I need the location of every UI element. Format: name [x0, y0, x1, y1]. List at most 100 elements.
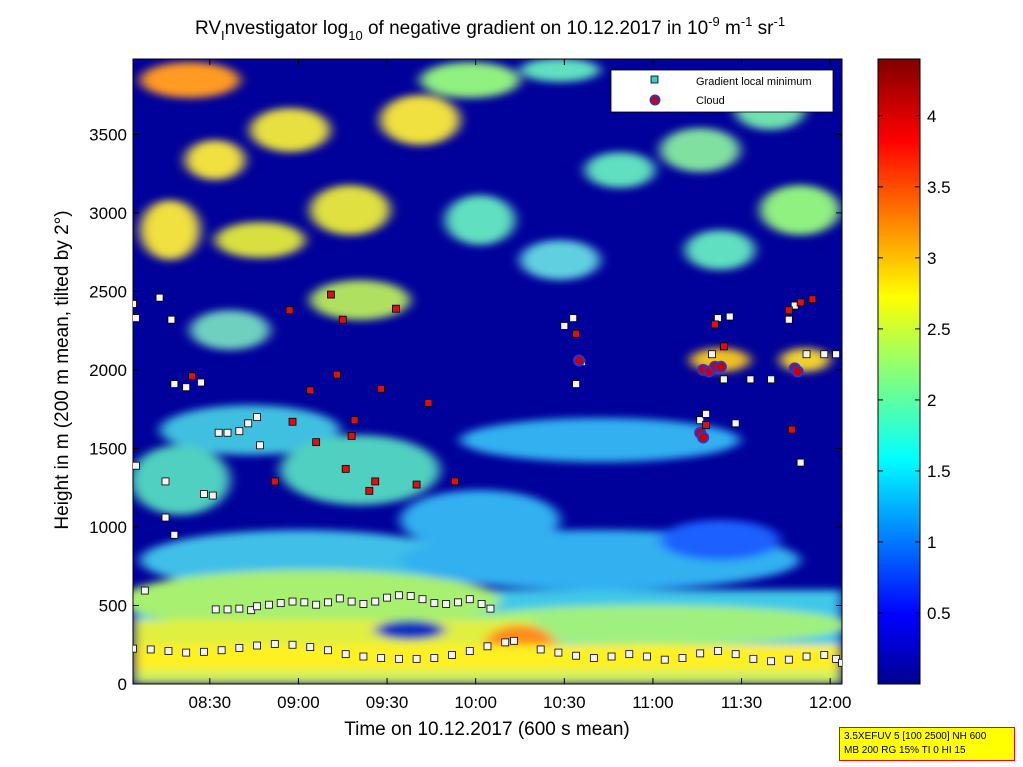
gradient-min-point	[486, 604, 495, 613]
gradient-min-point	[430, 654, 439, 662]
gradient-min-point	[820, 350, 829, 359]
gradient-min-point	[377, 654, 386, 662]
colorbar-tick-label: 1	[927, 533, 936, 552]
gradient-min-point	[211, 605, 220, 614]
legend: Gradient local minimum Cloud	[610, 69, 834, 113]
y-axis-label: Height in m (200 m mean, tilted by 2°)	[52, 210, 73, 529]
gradient-min-point	[247, 606, 256, 615]
gradient-min-point	[182, 383, 191, 392]
gradient-min-point	[199, 647, 208, 656]
gradient-min-point	[371, 597, 380, 606]
gradient-layer-point	[288, 417, 297, 426]
gradient-min-point	[164, 647, 173, 655]
gradient-min-point	[335, 594, 344, 603]
gradient-layer-point	[285, 306, 294, 315]
colorbar-tick-label: 3.5	[927, 178, 951, 197]
gradient-layer-point	[784, 306, 793, 315]
gradient-min-point	[784, 655, 793, 664]
gradient-min-point	[767, 375, 775, 384]
x-tick-label: 10:00	[454, 693, 497, 712]
colorbar	[877, 58, 921, 685]
gradient-min-point	[802, 652, 811, 661]
gradient-min-point	[465, 647, 474, 655]
gradient-min-point	[253, 602, 261, 611]
colorbar-tick-label: 2	[927, 391, 936, 410]
gradient-min-point	[696, 649, 705, 658]
gradient-min-point	[731, 419, 740, 428]
gradient-min-point	[133, 300, 137, 308]
gradient-min-point	[359, 652, 368, 661]
gradient-min-point	[406, 592, 415, 600]
gradient-layer-point	[424, 399, 433, 407]
gradient-layer-point	[270, 477, 279, 486]
gradient-layer-point	[796, 298, 805, 307]
gradient-layer-point	[341, 464, 350, 473]
gradient-min-point	[312, 600, 321, 609]
gradient-min-point	[359, 600, 368, 608]
gradient-min-point	[448, 651, 456, 659]
y-tick-label: 2000	[89, 361, 127, 380]
parameter-box: 3.5XEFUV 5 [100 2500] NH 600 MB 200 RG 1…	[839, 727, 1015, 761]
gradient-min-point	[746, 375, 755, 384]
gradient-min-point	[324, 598, 332, 607]
gradient-min-point	[276, 599, 285, 608]
gradient-min-point	[324, 646, 332, 655]
colorbar-tick-label: 1.5	[927, 462, 951, 481]
y-tick-label: 0	[118, 675, 127, 694]
gradient-min-point	[501, 638, 510, 647]
heatmap-field	[133, 59, 842, 684]
colorbar-tick-label: 2.5	[927, 320, 951, 339]
gradient-min-point	[264, 600, 273, 609]
y-tick-label: 1500	[89, 439, 127, 458]
gradient-min-point	[167, 315, 176, 324]
marker-layer	[133, 290, 842, 667]
gradient-layer-point	[312, 438, 321, 447]
gradient-min-point	[223, 605, 232, 614]
gradient-min-point	[749, 654, 758, 663]
gradient-min-point	[182, 648, 191, 657]
gradient-min-point	[253, 641, 261, 650]
gradient-min-point	[832, 654, 840, 663]
gradient-min-point	[554, 648, 563, 657]
gradient-min-point	[161, 513, 170, 522]
gradient-min-point	[347, 597, 356, 606]
gradient-min-point	[802, 350, 811, 359]
legend-label-cloud: Cloud	[696, 95, 725, 107]
gradient-min-point	[394, 591, 403, 600]
legend-label-gradient-min: Gradient local minimum	[696, 76, 812, 88]
gradient-min-point	[235, 643, 244, 652]
x-tick-label: 08:30	[189, 693, 232, 712]
gradient-min-point	[660, 655, 669, 664]
gradient-min-point	[288, 597, 297, 606]
gradient-min-point	[731, 650, 740, 659]
gradient-min-point	[725, 312, 734, 321]
gradient-layer-point	[808, 295, 817, 304]
gradient-layer-point	[306, 386, 315, 395]
parameter-line-1: 3.5XEFUV 5 [100 2500] NH 600	[844, 731, 987, 742]
gradient-min-point	[483, 642, 492, 651]
gradient-layer-point	[711, 320, 719, 329]
gradient-min-point	[477, 600, 486, 608]
gradient-min-point	[569, 314, 578, 323]
gradient-min-point	[133, 644, 137, 653]
gradient-min-point	[223, 428, 232, 437]
plot-area-frame	[132, 58, 843, 685]
gradient-layer-point	[702, 420, 711, 429]
gradient-min-point	[140, 586, 149, 595]
y-tick-label: 2500	[89, 282, 127, 301]
gradient-min-point	[235, 427, 244, 436]
legend-box	[610, 69, 834, 113]
gradient-layer-point	[371, 477, 380, 486]
gradient-min-point	[256, 441, 264, 450]
y-tick-label: 1000	[89, 518, 127, 537]
cloud-point	[573, 354, 586, 367]
gradient-layer-point	[338, 315, 347, 324]
gradient-layer-point	[332, 370, 341, 379]
gradient-min-point	[161, 477, 170, 486]
x-tick-label: 09:30	[366, 693, 409, 712]
gradient-min-point	[708, 350, 716, 359]
gradient-min-point	[133, 314, 140, 323]
colorbar-tick-label: 4	[927, 107, 936, 126]
gradient-min-point	[572, 380, 581, 388]
y-tick-label: 500	[99, 596, 127, 615]
